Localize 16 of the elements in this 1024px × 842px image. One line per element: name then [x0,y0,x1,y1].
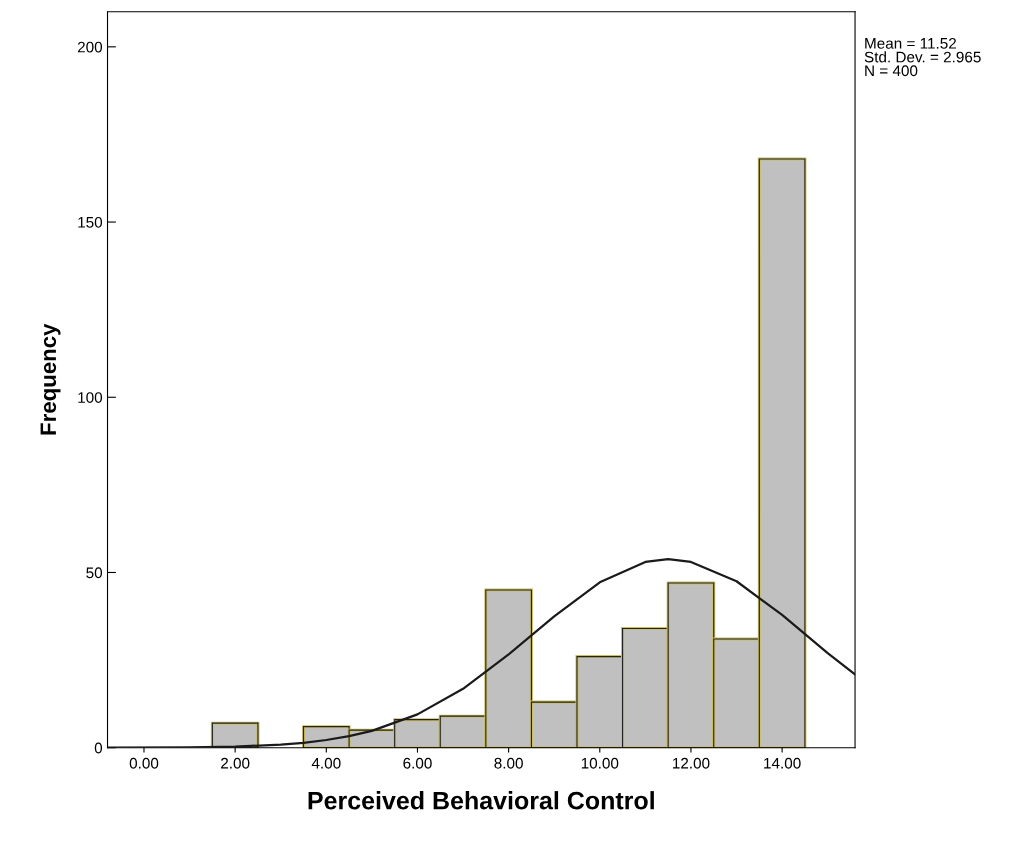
y-tick-label: 50 [86,567,103,579]
x-tick-label: 2.00 [221,757,250,769]
y-axis-title: Frequency [40,323,61,435]
x-tick-label: 8.00 [494,757,523,769]
x-tick-label: 12.00 [673,757,710,769]
x-tick-label: 10.00 [581,757,619,769]
x-tick-label: 0.00 [129,757,159,769]
x-tick-label: 6.00 [403,757,432,769]
y-tick-label: 150 [78,216,103,228]
x-axis-title: Perceived Behavioral Control [308,791,654,810]
y-tick-label: 200 [77,41,103,53]
x-tick-label: 4.00 [311,757,341,769]
y-tick-label: 0 [94,742,103,754]
text: Mean = 11.52 Std. Dev. = 2.965 N = 400 [864,37,981,77]
x-tick-label: 14.00 [764,757,801,769]
y-tick-label: 100 [78,392,103,403]
